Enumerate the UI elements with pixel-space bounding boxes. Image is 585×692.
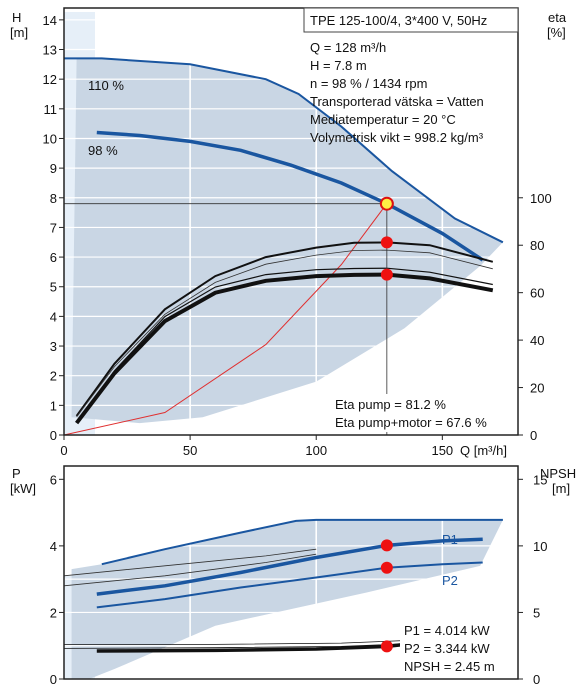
eta-tick-label: 100 <box>530 191 552 206</box>
operating-info: Q = 128 m³/h H = 7.8 m n = 98 % / 1434 r… <box>310 40 484 145</box>
flow-tick-label: 0 <box>60 443 67 458</box>
curve-label-p2: P2 <box>442 573 458 588</box>
eta-total-marker <box>380 268 393 281</box>
p1-thin-curve <box>63 548 317 577</box>
npsh-value: NPSH = 2.45 m <box>404 659 495 674</box>
head-axis-label: H <box>12 10 21 25</box>
head-tick-label: 10 <box>43 131 57 146</box>
power-tick-label: 6 <box>50 472 57 487</box>
head-tick-label: 7 <box>50 220 57 235</box>
flow-tick-label: 50 <box>183 443 197 458</box>
npsh-tick-label: 5 <box>533 605 540 620</box>
curve-label-98: 98 % <box>88 143 118 158</box>
info-line: Volymetrisk vikt = 998.2 kg/m³ <box>310 130 484 145</box>
npsh-marker <box>380 640 393 653</box>
info-line: Mediatemperatur = 20 °C <box>310 112 456 127</box>
info-line: Transporterad vätska = Vatten <box>310 94 484 109</box>
duty-point-marker <box>379 196 394 211</box>
info-line: Q = 128 m³/h <box>310 40 386 55</box>
power-axis-label: P <box>12 466 21 481</box>
power-tick-label: 2 <box>50 605 57 620</box>
p2-marker <box>380 561 393 574</box>
npsh-tick-label: 15 <box>533 472 547 487</box>
eta-tick-label: 20 <box>530 381 544 396</box>
eta-tick-label: 80 <box>530 238 544 253</box>
head-tick-label: 6 <box>50 250 57 265</box>
p1-marker <box>380 539 393 552</box>
eta-pump-value: Eta pump = 81.2 % <box>335 397 446 412</box>
eta-axis-label: eta <box>548 10 567 25</box>
head-tick-label: 4 <box>50 309 57 324</box>
power-range-area <box>71 519 503 679</box>
curve-label-110: 110 % <box>88 78 124 93</box>
head-tick-label: 3 <box>50 339 57 354</box>
p1-value: P1 = 4.014 kW <box>404 623 490 638</box>
eta-tick-label: 0 <box>530 428 537 443</box>
flow-tick-label: 150 <box>431 443 453 458</box>
flow-axis-label: Q [m³/h] <box>460 443 507 458</box>
head-curve-98 <box>96 130 484 262</box>
curve-label-p1: P1 <box>442 532 458 547</box>
head-tick-label: 11 <box>44 102 58 117</box>
power-npsh-chart: 0 2 4 6 0 5 10 15 P [kW] NPSH [m] P1 P2 P1 = 4.… <box>10 465 576 687</box>
p2-thin-curve <box>63 553 317 587</box>
head-tick-label: 12 <box>43 72 57 87</box>
top-plot-frame <box>63 7 519 436</box>
eta-tick-label: 60 <box>530 286 544 301</box>
eta-total-value: Eta pump+motor = 67.6 % <box>335 415 487 430</box>
head-tick-label: 13 <box>43 43 57 58</box>
eta-pump-marker <box>380 236 393 249</box>
npsh-tick-label: 10 <box>533 539 547 554</box>
eta-total-curve-thin <box>76 267 493 424</box>
head-tick-label: 0 <box>50 428 57 443</box>
p2-curve <box>96 561 483 609</box>
eta-axis-unit: [%] <box>547 25 566 40</box>
head-tick-label: 14 <box>43 13 57 28</box>
info-line: H = 7.8 m <box>310 58 367 73</box>
info-line: n = 98 % / 1434 rpm <box>310 76 427 91</box>
eta-pump-curve <box>75 241 494 417</box>
flow-tick-label: 100 <box>305 443 327 458</box>
npsh-axis-label: NPSH <box>540 466 576 481</box>
pump-title: TPE 125-100/4, 3*400 V, 50Hz <box>310 13 487 28</box>
bottom-plot-frame <box>63 465 519 680</box>
eta-total-curve <box>75 272 494 425</box>
power-axis-unit: [kW] <box>10 481 36 496</box>
power-tick-label: 0 <box>50 672 57 687</box>
head-tick-label: 2 <box>50 369 57 384</box>
pump-title-box <box>303 7 519 33</box>
head-tick-label: 8 <box>50 191 57 206</box>
operating-range-area <box>71 58 503 424</box>
eta-pump-curve-thin <box>76 249 493 418</box>
eta-tick-label: 40 <box>530 333 544 348</box>
npsh-tick-label: 0 <box>533 672 540 687</box>
efficiency-results: Eta pump = 81.2 % Eta pump+motor = 67.6 … <box>330 394 510 432</box>
system-curve <box>63 203 388 436</box>
power-results: P1 = 4.014 kW P2 = 3.344 kW NPSH = 2.45 … <box>400 620 514 676</box>
head-axis-unit: [m] <box>10 25 28 40</box>
p1-curve <box>101 518 503 566</box>
head-tick-label: 9 <box>50 161 57 176</box>
head-tick-label: 5 <box>50 280 57 295</box>
power-tick-label: 4 <box>50 539 57 554</box>
head-tick-label: 1 <box>50 398 57 413</box>
p2-value: P2 = 3.344 kW <box>404 641 490 656</box>
head-curve-110 <box>64 57 504 244</box>
p1-operating-curve <box>96 537 483 596</box>
npsh-axis-unit: [m] <box>552 481 570 496</box>
npsh-thin-curve <box>64 638 443 645</box>
